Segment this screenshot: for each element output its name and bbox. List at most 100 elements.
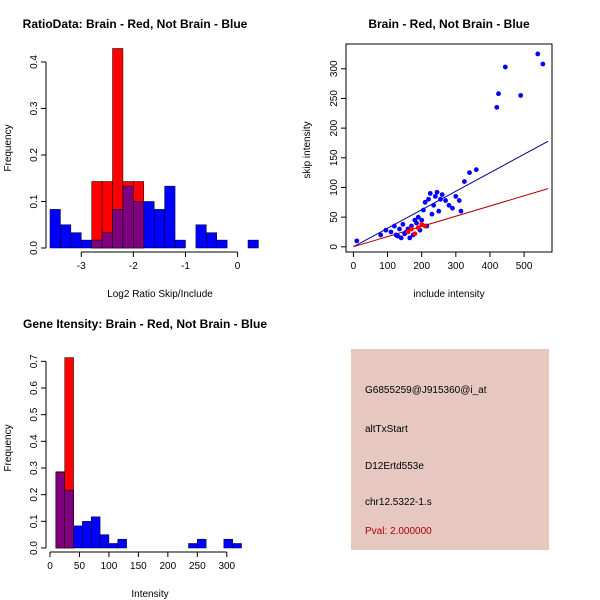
ratio-axes: -3 -2 -1 0 0.0 0.1 0.2 0.3 0.4 bbox=[29, 55, 241, 272]
scatter-x-tick-label: 200 bbox=[413, 261, 430, 272]
scatter-point bbox=[502, 64, 508, 70]
ratio-y-tick-label: 0.3 bbox=[29, 101, 40, 115]
scatter-y-tick-label: 150 bbox=[329, 149, 340, 166]
intensity-axes: 0 50 100 150 200 250 300 0.0 0.1 0.2 0.3 0.4 0.5 0.6 0… bbox=[29, 354, 236, 572]
intensity-x-tick-label: 50 bbox=[74, 561, 86, 572]
scatter-point bbox=[420, 207, 426, 213]
scatter-point bbox=[453, 193, 459, 199]
scatter-point bbox=[496, 91, 501, 97]
scatter-point bbox=[518, 93, 524, 98]
scatter-point bbox=[378, 232, 384, 238]
ratio-y-tick-label: 0.4 bbox=[29, 55, 40, 69]
intensity-bar-not-brain bbox=[99, 534, 110, 549]
ratio-bar-not-brain bbox=[81, 239, 92, 249]
intensity-y-tick-label: 0.7 bbox=[29, 354, 40, 368]
scatter-point bbox=[415, 214, 421, 220]
scatter-point bbox=[456, 198, 462, 203]
ratio-bar-not-brain bbox=[49, 209, 61, 249]
ratio-bars bbox=[49, 48, 259, 249]
intensity-x-tick-label: 200 bbox=[160, 561, 177, 572]
scatter-xlabel: include intensity bbox=[413, 289, 484, 300]
intensity-x-tick-label: 100 bbox=[101, 561, 118, 572]
intensity-bar-not-brain bbox=[91, 516, 101, 549]
scatter-x-tick-label: 100 bbox=[379, 261, 396, 272]
intensity-bar-overlap bbox=[55, 472, 65, 549]
scatter-point bbox=[434, 189, 440, 195]
scatter-point bbox=[467, 170, 472, 176]
scatter-title: Brain - Red, Not Brain - Blue bbox=[368, 17, 530, 31]
ratio-bar-overlap bbox=[122, 185, 134, 249]
scatter-point bbox=[415, 225, 421, 231]
ratio-x-tick-label: -1 bbox=[181, 261, 190, 272]
scatter-y-tick-label: 250 bbox=[329, 90, 340, 107]
scatter-point bbox=[354, 238, 360, 244]
scatter-fit-line bbox=[353, 188, 549, 248]
scatter-point bbox=[427, 191, 433, 196]
intensity-bar-not-brain bbox=[188, 543, 198, 549]
event-type-text: altTxStart bbox=[365, 424, 408, 435]
intensity-bar-not-brain bbox=[73, 525, 83, 549]
scatter-x-tick-label: 400 bbox=[482, 261, 499, 272]
scatter-y-tick-label: 100 bbox=[329, 179, 340, 196]
scatter-point bbox=[397, 226, 402, 232]
ratio-bar-not-brain bbox=[174, 239, 186, 249]
scatter-point bbox=[429, 211, 435, 217]
scatter-point bbox=[535, 51, 541, 57]
ratio-bar-not-brain bbox=[216, 239, 228, 249]
intensity-ylabel: Frequency bbox=[3, 424, 14, 471]
scatter-ylabel: skip intensity bbox=[302, 121, 313, 178]
intensity-y-tick-label: 0.0 bbox=[29, 541, 40, 555]
scatter-point bbox=[400, 221, 406, 227]
scatter-point bbox=[422, 199, 428, 205]
ratio-x-tick-label: -3 bbox=[77, 261, 86, 272]
gene-name-text: D12Ertd553e bbox=[365, 461, 424, 472]
ratio-bar-overlap bbox=[133, 201, 145, 249]
scatter-point bbox=[494, 104, 500, 110]
intensity-bar-not-brain bbox=[117, 538, 127, 549]
gene-info-panel: G6855259@J915360@i_at altTxStart D12Ertd… bbox=[351, 349, 549, 550]
ratio-bar-not-brain bbox=[60, 224, 72, 249]
ratio-bar-overlap bbox=[112, 209, 124, 249]
scatter-y-tick-label: 50 bbox=[329, 211, 340, 223]
ratio-bar-not-brain bbox=[143, 201, 155, 249]
ratio-ylabel: Frequency bbox=[3, 124, 14, 171]
scatter-point bbox=[431, 202, 437, 208]
intensity-x-tick-label: 250 bbox=[189, 561, 206, 572]
scatter-point bbox=[461, 179, 467, 184]
ratio-xlabel: Log2 Ratio Skip/Include bbox=[107, 289, 213, 300]
scatter-point bbox=[419, 217, 425, 223]
scatter-plot-frame bbox=[345, 43, 553, 253]
scatter-point bbox=[391, 223, 397, 229]
ratio-bar-not-brain bbox=[164, 185, 176, 249]
scatter-point bbox=[473, 167, 479, 173]
intensity-y-tick-label: 0.4 bbox=[29, 434, 40, 448]
ratio-bar-overlap bbox=[101, 232, 113, 249]
ratio-x-tick-label: -2 bbox=[129, 261, 138, 272]
scatter-point bbox=[388, 229, 394, 235]
scatter-point bbox=[426, 196, 431, 202]
ratio-title: RatioData: Brain - Red, Not Brain - Blue bbox=[23, 17, 248, 31]
intensity-xlabel: Intensity bbox=[131, 589, 168, 600]
scatter-point bbox=[446, 202, 452, 208]
scatter-point bbox=[422, 223, 428, 229]
scatter-point bbox=[398, 235, 404, 241]
intensity-y-tick-label: 0.2 bbox=[29, 487, 40, 501]
intensity-y-tick-label: 0.1 bbox=[29, 514, 40, 528]
ratio-x-tick-label: 0 bbox=[235, 261, 241, 272]
intensity-y-tick-label: 0.3 bbox=[29, 461, 40, 475]
scatter-point bbox=[458, 208, 464, 214]
intensity-bar-not-brain bbox=[108, 543, 119, 549]
ratio-bar-not-brain bbox=[153, 209, 165, 249]
scatter-point bbox=[409, 226, 414, 232]
intensity-scatter: Brain - Red, Not Brain - Blue include in… bbox=[302, 17, 553, 300]
scatter-fit-line bbox=[353, 140, 549, 248]
intensity-bars bbox=[55, 357, 242, 549]
scatter-point bbox=[439, 192, 445, 197]
intensity-histogram: Gene Itensity: Brain - Red, Not Brain - … bbox=[3, 317, 267, 600]
intensity-y-tick-label: 0.5 bbox=[29, 407, 40, 421]
intensity-x-tick-label: 150 bbox=[130, 561, 147, 572]
pval-text: Pval: 2.000000 bbox=[365, 526, 432, 537]
scatter-point bbox=[407, 235, 413, 241]
intensity-bar-overlap bbox=[64, 489, 74, 549]
